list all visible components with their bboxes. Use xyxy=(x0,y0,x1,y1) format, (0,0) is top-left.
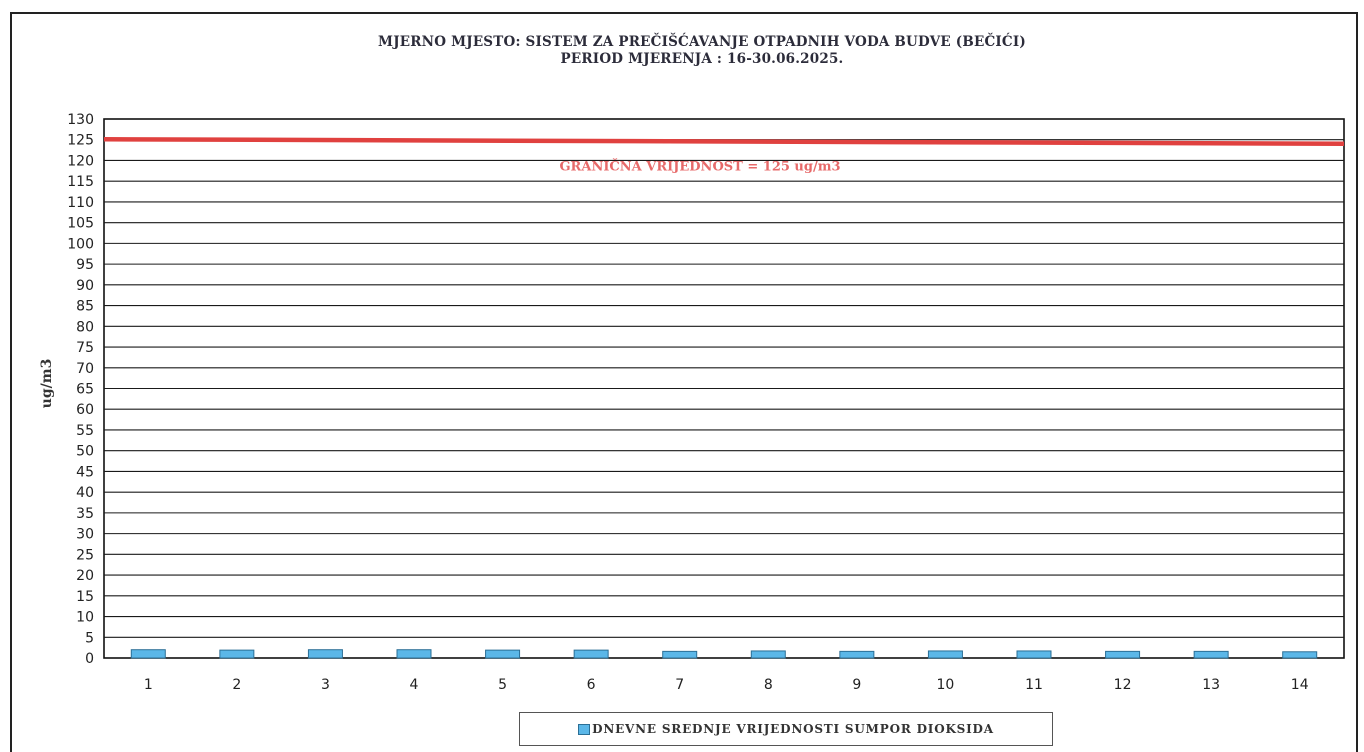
bar xyxy=(1193,650,1229,659)
x-tick-label: 13 xyxy=(1202,677,1220,693)
x-tick-label: 9 xyxy=(852,677,861,693)
y-tick-label: 40 xyxy=(76,485,94,501)
bar xyxy=(307,649,343,659)
y-tick-label: 0 xyxy=(85,651,94,667)
y-tick-label: 10 xyxy=(76,610,94,626)
x-tick-label: 8 xyxy=(764,677,773,693)
y-tick-label: 90 xyxy=(76,278,94,294)
x-tick-label: 14 xyxy=(1291,677,1309,693)
y-tick-label: 25 xyxy=(76,547,94,563)
y-tick-label: 55 xyxy=(76,423,94,439)
y-tick-label: 125 xyxy=(67,133,94,149)
bar xyxy=(396,649,432,659)
chart-title-line2: PERIOD MJERENJA : 16-30.06.2025. xyxy=(560,51,844,67)
y-tick-label: 50 xyxy=(76,444,94,460)
legend-label: DNEVNE SREDNJE VRIJEDNOSTI SUMPOR DIOKSI… xyxy=(592,722,994,736)
bar xyxy=(1282,651,1318,659)
x-tick-label: 11 xyxy=(1025,677,1043,693)
bar xyxy=(1105,650,1141,659)
bar xyxy=(750,650,786,659)
x-tick-label: 5 xyxy=(498,677,507,693)
y-tick-label: 65 xyxy=(76,382,94,398)
y-tick-label: 35 xyxy=(76,506,94,522)
y-tick-label: 130 xyxy=(67,112,94,128)
x-tick-label: 10 xyxy=(937,677,955,693)
bar xyxy=(485,649,521,659)
y-tick-label: 100 xyxy=(67,236,94,252)
y-tick-label: 75 xyxy=(76,340,94,356)
limit-line xyxy=(103,136,1345,146)
y-tick-label: 80 xyxy=(76,319,94,335)
y-tick-label: 60 xyxy=(76,402,94,418)
y-tick-label: 5 xyxy=(85,630,94,646)
y-tick-label: 105 xyxy=(67,216,94,232)
y-tick-label: 120 xyxy=(67,153,94,169)
y-tick-label: 70 xyxy=(76,361,94,377)
y-tick-label: 45 xyxy=(76,464,94,480)
bar xyxy=(130,649,166,659)
y-tick-label: 110 xyxy=(67,195,94,211)
bar xyxy=(662,650,698,659)
x-tick-label: 2 xyxy=(232,677,241,693)
y-tick-label: 20 xyxy=(76,568,94,584)
y-tick-label: 115 xyxy=(67,174,94,190)
legend-swatch xyxy=(578,723,591,735)
x-tick-label: 1 xyxy=(144,677,153,693)
x-tick-label: 7 xyxy=(675,677,684,693)
bar xyxy=(573,649,609,659)
chart-title-line1: MJERNO MJESTO: SISTEM ZA PREČIŠĆAVANJE O… xyxy=(378,34,1026,50)
y-tick-label: 95 xyxy=(76,257,94,273)
chart-title: MJERNO MJESTO: SISTEM ZA PREČIŠĆAVANJE O… xyxy=(0,34,1364,68)
x-tick-label: 3 xyxy=(321,677,330,693)
y-tick-label: 15 xyxy=(76,589,94,605)
legend: DNEVNE SREDNJE VRIJEDNOSTI SUMPOR DIOKSI… xyxy=(519,712,1053,746)
x-tick-label: 6 xyxy=(587,677,596,693)
y-axis-label: ug/m3 xyxy=(39,359,55,409)
bar xyxy=(839,650,875,659)
x-tick-label: 12 xyxy=(1114,677,1132,693)
bar xyxy=(219,649,255,659)
y-tick-label: 85 xyxy=(76,299,94,315)
bar xyxy=(927,650,963,659)
bar xyxy=(1016,650,1052,659)
y-tick-label: 30 xyxy=(76,527,94,543)
chart-frame xyxy=(10,12,1358,752)
limit-label: GRANIČNA VRIJEDNOST = 125 ug/m3 xyxy=(559,158,840,175)
x-tick-label: 4 xyxy=(410,677,419,693)
